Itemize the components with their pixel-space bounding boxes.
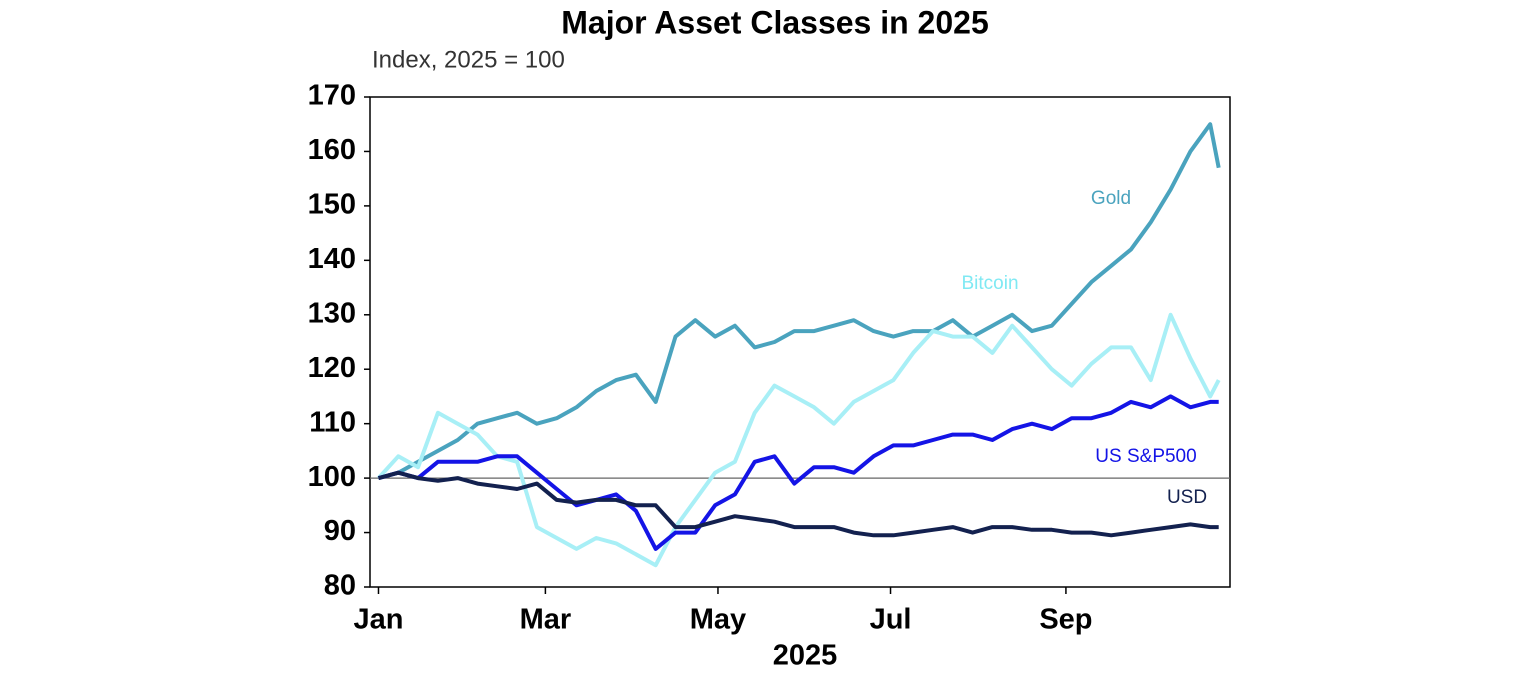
series-label: US S&P500: [1095, 446, 1196, 467]
x-tick-label: Jan: [353, 604, 403, 636]
series-line: [377, 470, 1219, 538]
y-tick-label: 140: [308, 243, 356, 275]
series-label: Bitcoin: [961, 273, 1018, 294]
plot-frame: [369, 96, 1231, 588]
x-tick-label: May: [690, 604, 746, 636]
series-line: [377, 122, 1221, 481]
y-tick-label: 160: [308, 134, 356, 166]
chart-subtitle: Index, 2025 = 100: [372, 46, 565, 73]
y-tick-label: 170: [308, 80, 356, 112]
y-tick-label: 80: [324, 570, 356, 602]
y-tick-label: 90: [324, 515, 356, 547]
y-tick-label: 100: [308, 461, 356, 493]
x-axis-label: 2025: [773, 640, 838, 672]
y-tick-label: 150: [308, 189, 356, 221]
x-tick-label: Sep: [1039, 604, 1092, 636]
series-label: USD: [1167, 487, 1207, 508]
x-tick-label: Jul: [870, 604, 912, 636]
series-label: Gold: [1091, 188, 1131, 209]
y-tick-label: 110: [309, 406, 356, 438]
y-tick-label: 130: [308, 297, 356, 329]
x-tick-label: Mar: [520, 604, 572, 636]
y-tick-label: 120: [308, 352, 356, 384]
series-line: [377, 312, 1221, 568]
series-line: [377, 394, 1219, 551]
chart-title: Major Asset Classes in 2025: [561, 4, 988, 40]
